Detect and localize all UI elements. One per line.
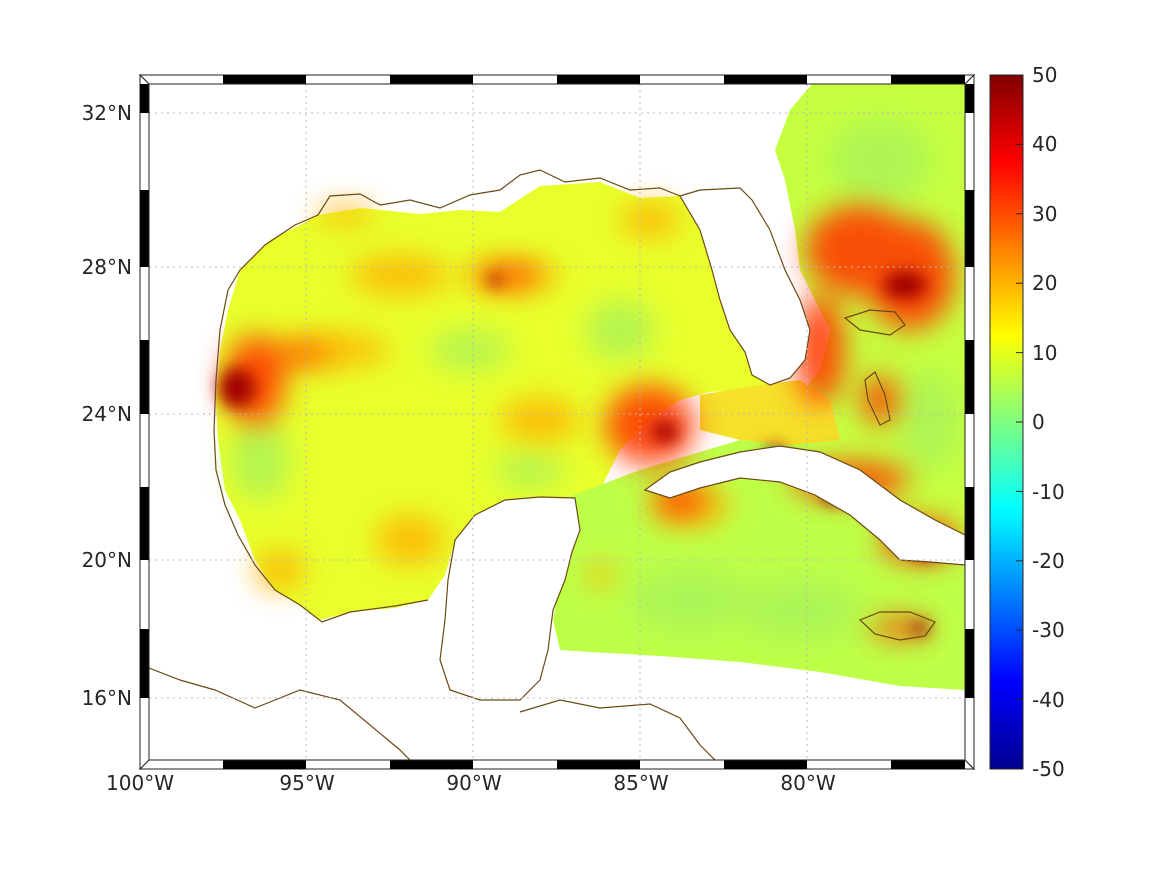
x-tick-label: 85°W [613, 771, 668, 795]
y-tick-label: 16°N [82, 686, 132, 710]
colorbar: 50 40 30 20 10 0 -10 -20 -30 -40 -50 [989, 63, 1065, 781]
colorbar-tick-label: -10 [1032, 480, 1065, 504]
colorbar-tick-label: 0 [1032, 410, 1045, 434]
central-america-coast [149, 667, 411, 760]
honduras-coast [519, 699, 716, 760]
florida [679, 187, 811, 386]
x-axis-ticks: 100°W 95°W 90°W 85°W 80°W [106, 771, 836, 795]
cuba [643, 445, 965, 566]
colorbar-tick-label: 50 [1032, 63, 1057, 87]
x-tick-label: 95°W [279, 771, 334, 795]
y-tick-label: 28°N [82, 255, 132, 279]
gulf-of-mexico-field [216, 182, 780, 620]
colorbar-tick-label: 20 [1032, 271, 1057, 295]
colorbar-tick-label: -30 [1032, 618, 1065, 642]
jamaica [858, 611, 936, 641]
colorbar-tick-label: 10 [1032, 341, 1057, 365]
colorbar-tick-label: 40 [1032, 132, 1057, 156]
x-tick-label: 80°W [780, 771, 835, 795]
straits-field [700, 380, 840, 445]
map-frame [138, 73, 976, 771]
land [149, 187, 965, 760]
andros-island [864, 371, 891, 426]
y-tick-label: 20°N [82, 548, 132, 572]
bahamas [843, 309, 906, 336]
colorbar-tick-label: -40 [1032, 688, 1065, 712]
ocean-field [216, 84, 965, 690]
colorbar-tick-label: 30 [1032, 202, 1057, 226]
colorbar-tick-label: -20 [1032, 549, 1065, 573]
y-axis-ticks: 32°N 28°N 24°N 20°N 16°N [82, 101, 132, 710]
colorbar-tick-label: -50 [1032, 757, 1065, 781]
y-tick-label: 32°N [82, 101, 132, 125]
graticule [149, 84, 965, 760]
gulf-coastline [213, 169, 681, 623]
yucatan [439, 496, 581, 701]
y-tick-label: 24°N [82, 402, 132, 426]
x-tick-label: 100°W [106, 771, 174, 795]
x-tick-label: 90°W [446, 771, 501, 795]
